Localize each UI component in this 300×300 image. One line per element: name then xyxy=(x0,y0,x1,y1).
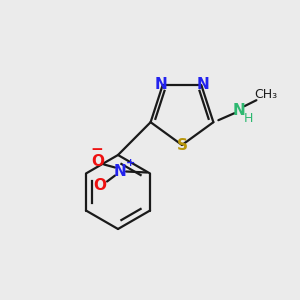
Text: −: − xyxy=(90,142,103,157)
Text: N: N xyxy=(197,77,210,92)
Text: O: O xyxy=(92,154,104,169)
Text: N: N xyxy=(154,77,167,92)
Text: N: N xyxy=(233,103,246,118)
Text: O: O xyxy=(94,178,106,193)
Text: H: H xyxy=(244,112,253,125)
Text: N: N xyxy=(114,164,126,179)
Text: CH₃: CH₃ xyxy=(254,88,277,101)
Text: S: S xyxy=(176,139,188,154)
Text: +: + xyxy=(126,158,135,167)
